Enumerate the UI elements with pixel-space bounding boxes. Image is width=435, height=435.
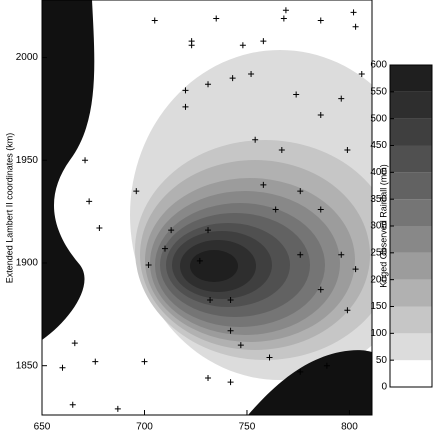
colorbar-band [390, 360, 432, 387]
station [352, 23, 359, 30]
station [248, 70, 255, 77]
station [69, 401, 76, 408]
station [350, 9, 357, 16]
station [96, 225, 103, 232]
station [323, 362, 330, 369]
x-tick-label: 750 [239, 422, 256, 433]
land-mask [248, 350, 372, 415]
contour-band [190, 250, 238, 282]
x-tick-label: 700 [136, 422, 153, 433]
station [141, 358, 148, 365]
plot-frame [41, 0, 373, 416]
station [205, 227, 212, 234]
station [280, 15, 287, 22]
colorbar-band [390, 199, 432, 226]
plot-area [42, 0, 372, 415]
stations [59, 7, 365, 412]
station [317, 112, 324, 119]
station [282, 7, 289, 14]
station [317, 206, 324, 213]
y-tick-label: 1900 [16, 258, 39, 269]
colorbar-band [390, 172, 432, 200]
colorbar-band [390, 118, 432, 146]
station [338, 251, 345, 258]
station [227, 327, 234, 334]
station [229, 75, 236, 82]
station [86, 198, 93, 205]
station [161, 245, 168, 252]
colorbar-band [390, 306, 432, 334]
station [278, 146, 285, 153]
station [82, 157, 89, 164]
station [297, 251, 304, 258]
colorbar-tick-label: 250 [370, 247, 387, 258]
colorbar-band [390, 226, 432, 253]
station [227, 379, 234, 386]
colorbar-band [390, 65, 432, 92]
station [317, 17, 324, 24]
station [205, 81, 212, 88]
colorbar-label: Kriged Observed Rainfall (mm) [378, 164, 388, 288]
station [352, 266, 359, 273]
station [168, 227, 175, 234]
colorbar-tick-label: 50 [376, 355, 388, 366]
colorbar-band [390, 279, 432, 307]
station [260, 38, 267, 45]
colorbar-band [390, 252, 432, 280]
colorbar-tick-label: 150 [370, 301, 387, 312]
x-tick-label: 800 [341, 422, 358, 433]
station [260, 181, 267, 188]
colorbar-tick-label: 600 [370, 60, 387, 71]
station [196, 257, 203, 264]
station [272, 206, 279, 213]
contours [130, 50, 372, 380]
y-tick-label: 1950 [16, 155, 39, 166]
colorbar-tick-label: 100 [370, 328, 387, 339]
station [182, 103, 189, 110]
colorbar-tick-label: 400 [370, 167, 387, 178]
station [293, 91, 300, 98]
station [188, 38, 195, 45]
station [239, 42, 246, 49]
station [92, 358, 99, 365]
colorbar-tick-label: 500 [370, 113, 387, 124]
station [344, 146, 351, 153]
station [317, 286, 324, 293]
colorbar-tick-label: 350 [370, 194, 387, 205]
station [213, 15, 220, 22]
x-tick-label: 650 [34, 422, 51, 433]
station [133, 188, 140, 195]
y-axis-label: Extended Lambert II coordinates (km) [4, 133, 14, 284]
colorbar-band [390, 333, 432, 361]
colorbar-tick-label: 200 [370, 274, 387, 285]
colorbar-tick-label: 550 [370, 86, 387, 97]
station [297, 188, 304, 195]
station [182, 87, 189, 94]
station [114, 405, 121, 412]
station [237, 342, 244, 349]
station [205, 375, 212, 382]
station [59, 364, 66, 371]
station [252, 136, 259, 143]
station [358, 70, 365, 77]
colorbar-tick-label: 450 [370, 140, 387, 151]
station [71, 340, 78, 347]
y-tick-label: 2000 [16, 52, 39, 63]
station [266, 354, 273, 361]
station [207, 296, 214, 303]
y-tick-label: 1850 [16, 360, 39, 371]
colorbar-band [390, 145, 432, 173]
station [151, 17, 158, 24]
station [344, 307, 351, 314]
station [338, 95, 345, 102]
station [227, 296, 234, 303]
colorbar-tick-label: 0 [381, 382, 387, 393]
station [145, 262, 152, 269]
land-mask [42, 0, 95, 340]
colorbar-band [390, 91, 432, 119]
colorbar-tick-label: 300 [370, 221, 387, 232]
station [297, 368, 304, 375]
